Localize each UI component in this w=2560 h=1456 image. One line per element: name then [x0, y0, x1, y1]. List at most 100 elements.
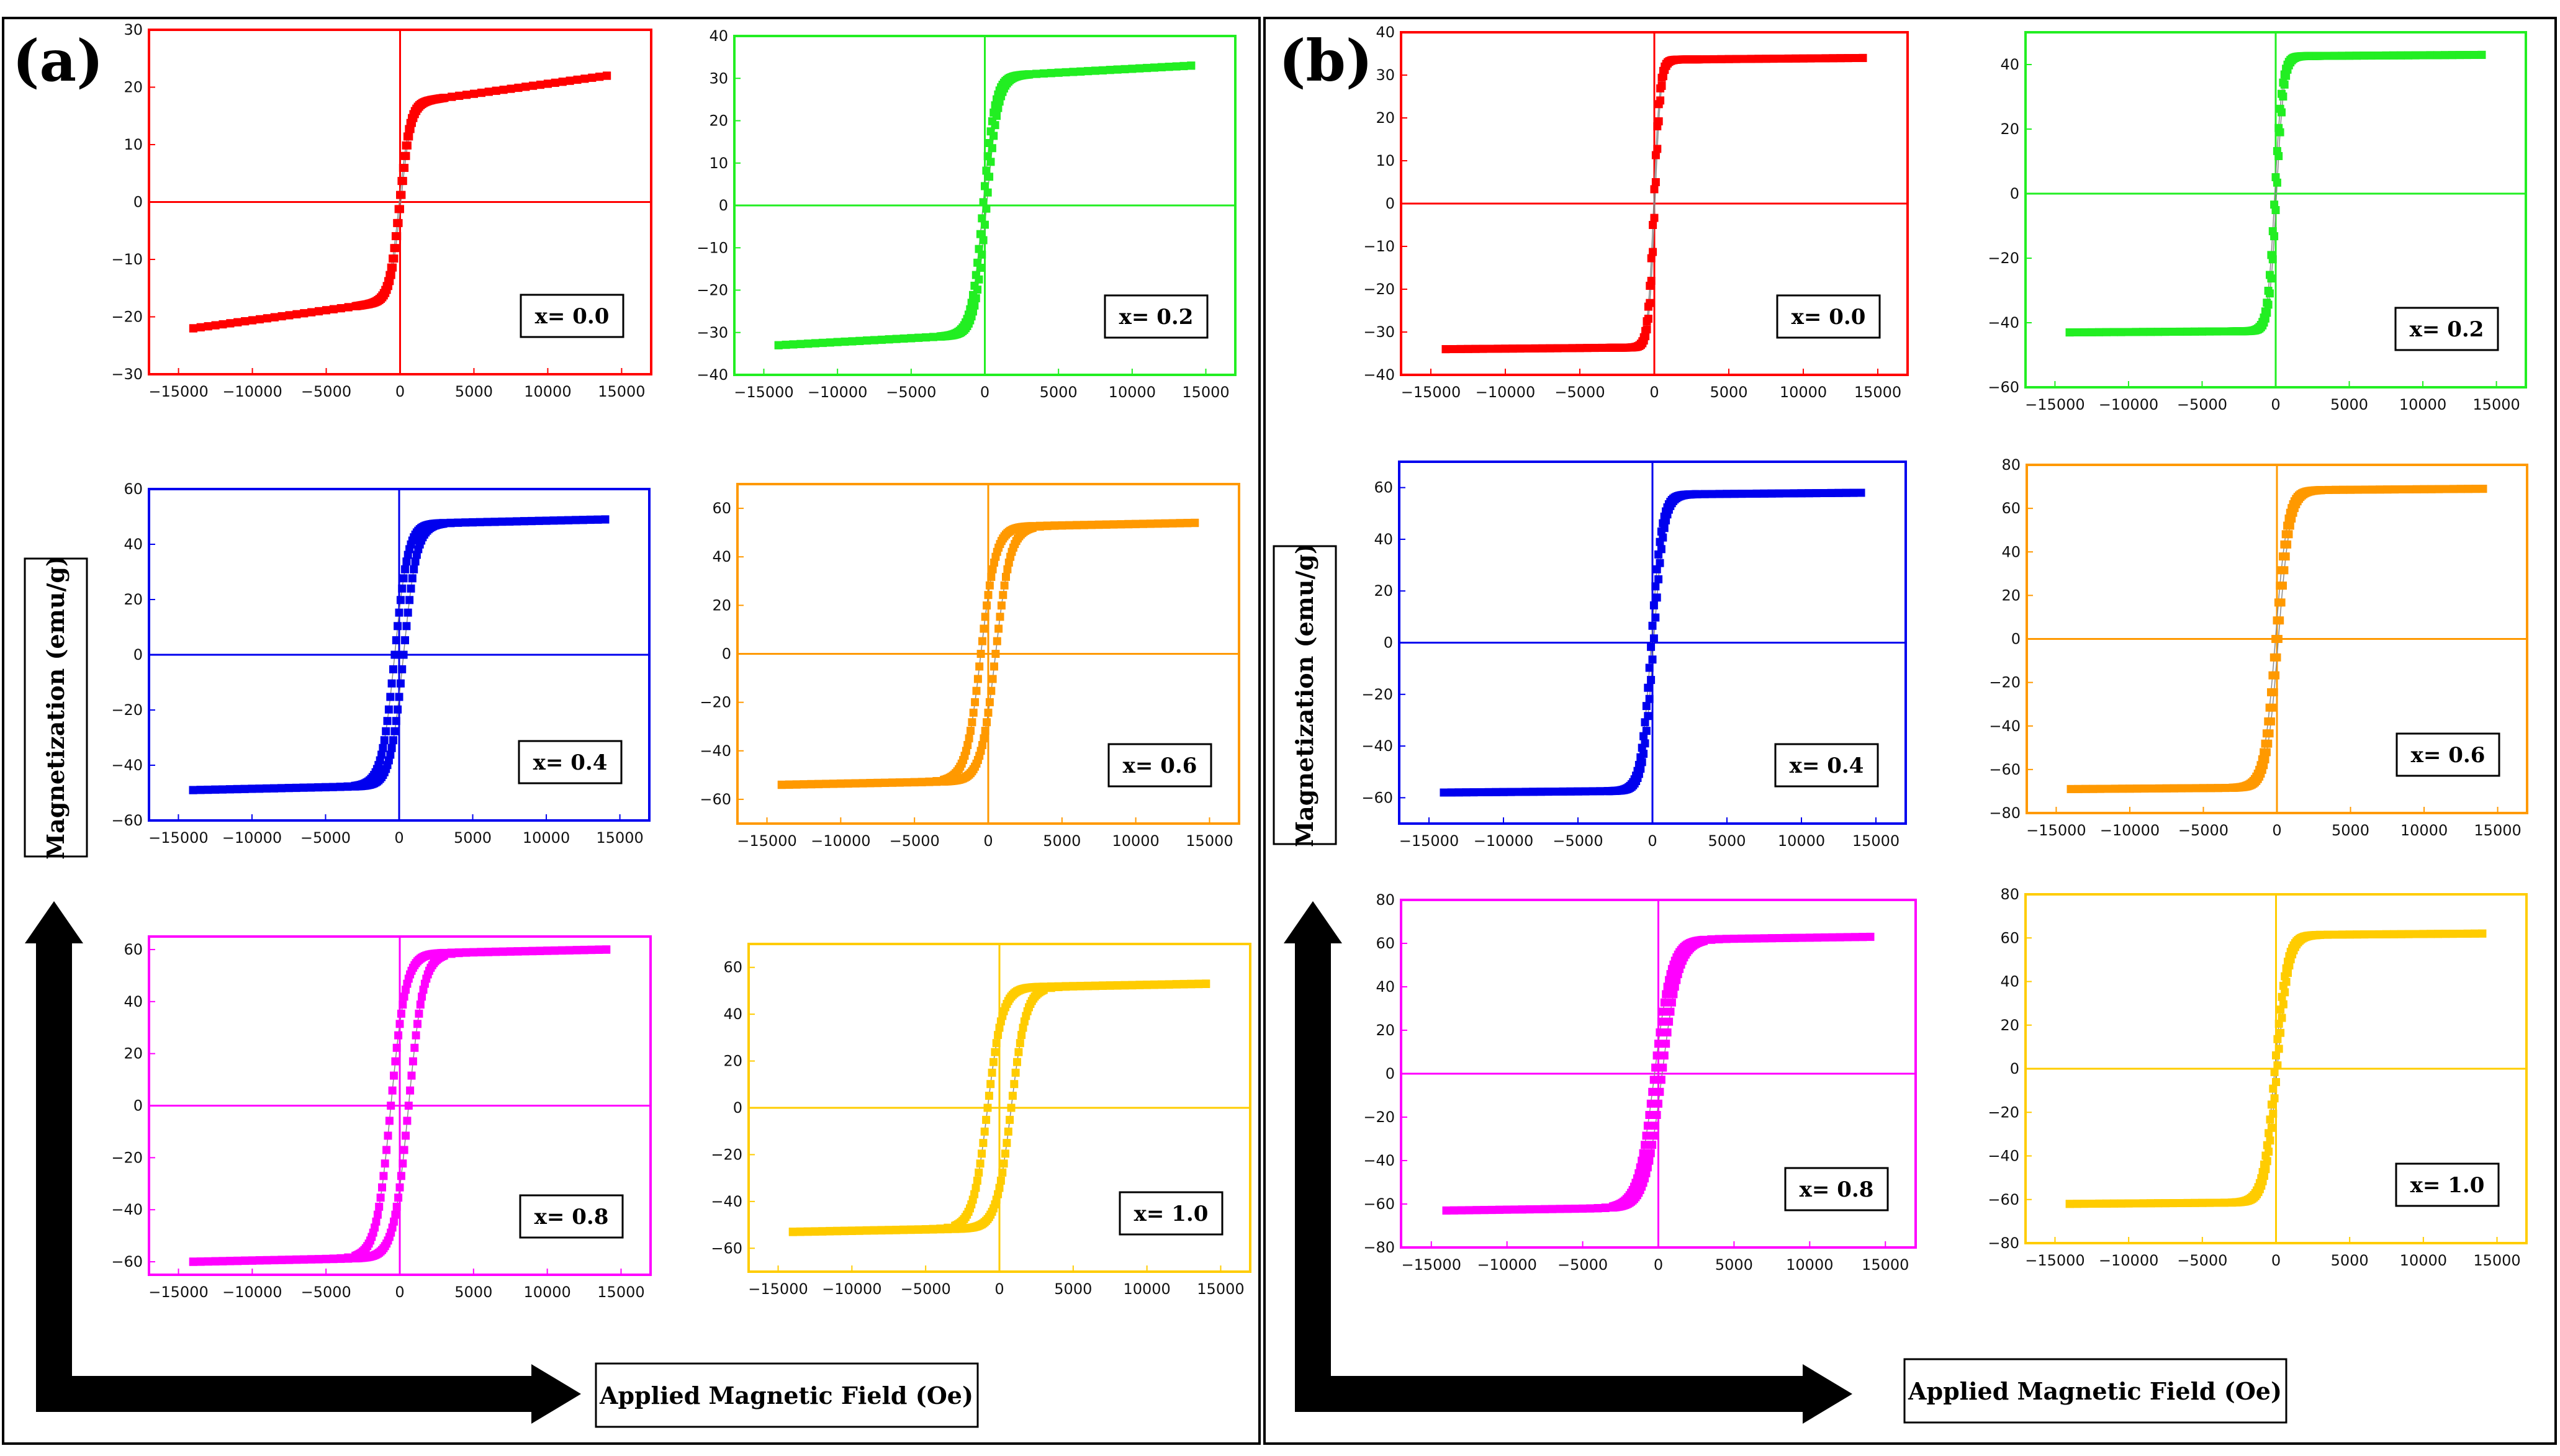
y-tick-label: −40 — [1363, 366, 1395, 384]
data-point-descending — [394, 622, 402, 631]
data-point-ascending — [393, 232, 402, 240]
data-point-descending — [1650, 185, 1659, 194]
data-point-ascending — [2276, 616, 2284, 625]
data-point-descending — [1566, 787, 1575, 796]
data-point-descending — [1106, 66, 1114, 74]
data-point-descending — [1050, 521, 1059, 530]
data-point-descending — [814, 780, 823, 788]
data-point-descending — [2161, 328, 2170, 336]
data-point-ascending — [1663, 1028, 1672, 1036]
x-tick-label: 10000 — [1786, 1256, 1833, 1274]
data-point-descending — [1447, 788, 1456, 797]
data-point-descending — [1479, 344, 1487, 353]
data-point-ascending — [1656, 1087, 1664, 1096]
data-point-descending — [1646, 1099, 1655, 1108]
data-point-ascending — [1649, 1131, 1658, 1140]
data-point-descending — [2177, 784, 2186, 793]
data-point-descending — [534, 516, 543, 525]
composition-label-box — [1119, 1191, 1224, 1236]
data-point-descending — [277, 784, 286, 793]
data-point-descending — [888, 778, 896, 787]
data-point-ascending — [996, 613, 1004, 621]
data-point-descending — [1098, 66, 1107, 74]
data-point-ascending — [1653, 145, 1662, 153]
data-point-ascending — [993, 637, 1001, 645]
data-point-descending — [855, 336, 864, 345]
data-point-ascending — [1650, 213, 1659, 222]
data-point-descending — [1183, 519, 1192, 527]
x-tick-label: −5000 — [1557, 1256, 1608, 1274]
data-point-ascending — [2276, 1028, 2285, 1037]
x-tick-label: 10000 — [2399, 396, 2446, 413]
y-tick-label: −20 — [1363, 1108, 1395, 1126]
data-point-descending — [2323, 930, 2332, 939]
data-point-descending — [2426, 51, 2435, 60]
data-point-descending — [1563, 1205, 1572, 1213]
data-point-descending — [1113, 981, 1122, 989]
data-point-descending — [881, 778, 890, 787]
data-point-descending — [859, 779, 867, 788]
x-tick-label: 15000 — [1854, 384, 1901, 401]
composition-label: x= 0.2 — [1119, 305, 1194, 330]
data-point-ascending — [971, 294, 980, 303]
data-point-descending — [826, 1226, 834, 1235]
data-point-ascending — [1644, 315, 1652, 323]
data-point-ascending — [2274, 635, 2283, 643]
data-point-descending — [1775, 934, 1784, 942]
x-tick-label: 5000 — [1715, 1256, 1753, 1274]
data-point-descending — [469, 518, 477, 526]
data-point-ascending — [2270, 232, 2279, 241]
data-point-descending — [2088, 328, 2096, 336]
data-point-descending — [241, 317, 250, 325]
data-point-descending — [1641, 1141, 1649, 1149]
panel-a-letter: (a) — [12, 27, 104, 94]
composition-label-box — [2395, 1162, 2500, 1207]
data-point-descending — [1073, 521, 1081, 529]
data-point-descending — [2117, 1199, 2125, 1208]
data-point-ascending — [1651, 1121, 1660, 1130]
data-point-descending — [2102, 328, 2111, 336]
data-point-descending — [2220, 1198, 2229, 1207]
data-point-descending — [248, 784, 256, 793]
data-point-descending — [925, 777, 934, 786]
data-point-ascending — [397, 1172, 405, 1180]
data-point-descending — [994, 1031, 1003, 1040]
y-tick-label: −20 — [711, 1146, 742, 1163]
data-point-ascending — [2281, 988, 2289, 997]
data-point-descending — [2338, 930, 2346, 939]
data-point-descending — [1529, 788, 1538, 796]
data-point-descending — [929, 1225, 937, 1233]
x-tick-label: 15000 — [1182, 384, 1229, 401]
y-tick-label: −60 — [711, 1239, 742, 1257]
data-point-descending — [2456, 930, 2464, 938]
data-point-descending — [402, 557, 411, 566]
data-point-descending — [2433, 51, 2442, 60]
data-point-ascending — [1649, 634, 1658, 643]
y-tick-label: 0 — [133, 194, 143, 211]
data-point-descending — [2391, 485, 2399, 494]
data-point-descending — [1747, 55, 1755, 63]
data-point-descending — [383, 717, 392, 726]
data-point-descending — [796, 1227, 805, 1236]
data-point-descending — [899, 1225, 908, 1234]
data-point-descending — [270, 784, 278, 793]
data-point-descending — [376, 1193, 385, 1202]
data-point-descending — [1790, 933, 1799, 942]
data-point-descending — [1596, 787, 1605, 796]
data-point-descending — [1651, 151, 1660, 160]
data-point-descending — [851, 779, 860, 788]
composition-label: x= 0.6 — [2411, 743, 2486, 768]
data-point-ascending — [2261, 1165, 2270, 1174]
data-point-descending — [803, 1227, 812, 1236]
data-point-ascending — [399, 650, 408, 659]
data-point-ascending — [1636, 765, 1645, 773]
data-point-ascending — [391, 1210, 400, 1219]
data-point-descending — [847, 1226, 856, 1235]
y-tick-label: 40 — [2000, 973, 2019, 991]
x-tick-label: −15000 — [1402, 1256, 1461, 1274]
data-point-descending — [1139, 519, 1147, 528]
data-point-descending — [248, 1256, 256, 1265]
data-point-descending — [2338, 52, 2346, 60]
y-tick-label: −40 — [1988, 1148, 2019, 1165]
data-point-ascending — [981, 220, 989, 229]
